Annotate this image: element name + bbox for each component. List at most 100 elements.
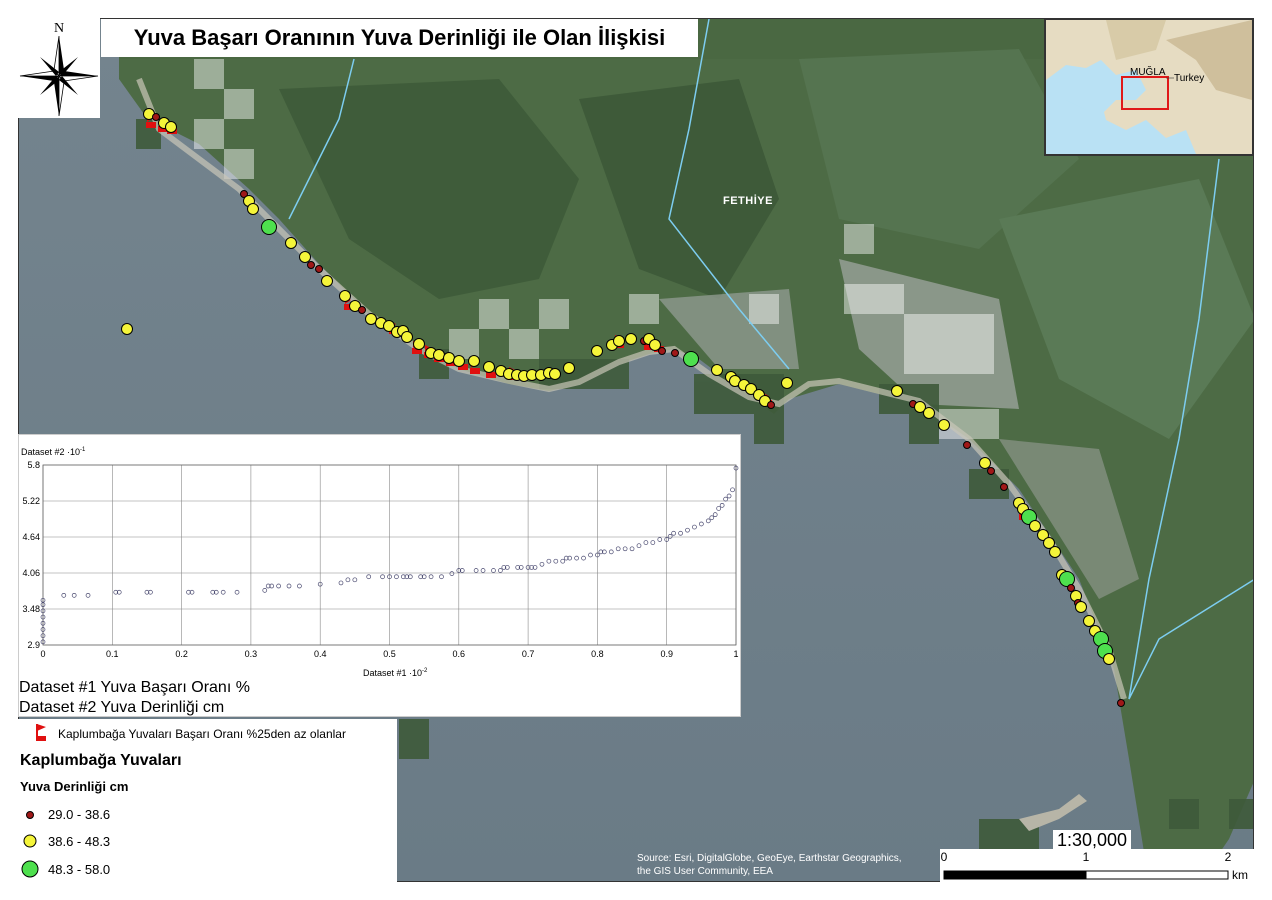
forest-patch <box>579 79 779 299</box>
nest-marker <box>1059 571 1075 587</box>
chart-point <box>678 530 683 536</box>
nest-marker <box>240 190 248 198</box>
chart-point <box>40 614 46 620</box>
chart-point <box>345 577 351 583</box>
chart-x-tick-label: 0.2 <box>175 649 188 659</box>
chart-point <box>491 568 496 573</box>
nest-marker <box>152 113 160 121</box>
inset-land-shade <box>1106 20 1166 60</box>
scale-bar: 0 1 2 km <box>940 849 1254 882</box>
nest-marker <box>433 349 445 361</box>
chart-point <box>220 589 226 595</box>
chart-point <box>269 583 275 589</box>
nest-marker <box>339 290 351 302</box>
north-arrow-icon: N <box>19 21 99 117</box>
urban-area <box>659 289 799 369</box>
inset-highlight-box <box>1121 76 1169 110</box>
chart-x-tick-label: 0.4 <box>314 649 327 659</box>
chart-point <box>685 527 690 533</box>
chart-point <box>650 540 656 545</box>
chart-x-tick-label: 0.5 <box>383 649 396 659</box>
chart-point <box>723 496 728 502</box>
chart-point <box>401 574 406 580</box>
nest-marker <box>979 457 991 469</box>
chart-point <box>407 574 413 580</box>
chart-y-tick-label: 4.64 <box>22 532 40 542</box>
chart-point <box>629 546 635 552</box>
chart-point <box>601 549 607 555</box>
nest-marker <box>285 237 297 249</box>
chart-point <box>213 589 219 595</box>
north-letter: N <box>54 21 64 36</box>
nest-marker <box>365 313 377 325</box>
inset-map[interactable]: MUĞLA Turkey <box>1044 18 1254 156</box>
nest-marker <box>963 441 971 449</box>
chart-point <box>421 574 427 580</box>
nest-marker <box>1037 529 1049 541</box>
chart-point <box>85 592 91 598</box>
nest-markers <box>121 108 1125 707</box>
chart-point <box>189 589 195 595</box>
chart-point <box>480 568 486 573</box>
map-title: Yuva Başarı Oranının Yuva Derinliği ile … <box>133 25 666 50</box>
scale-tick-2: 2 <box>1225 850 1232 864</box>
chart-point <box>116 589 122 595</box>
nest-marker <box>745 383 757 395</box>
chart-point <box>61 592 67 598</box>
nest-marker <box>938 419 950 431</box>
nest-marker <box>413 338 425 350</box>
chart-point <box>504 565 510 570</box>
scale-bar-graphic: 0 1 2 km <box>941 850 1248 882</box>
chart-point <box>234 589 240 595</box>
inset-map-canvas <box>1046 20 1252 154</box>
chart-x-title-exp: -2 <box>422 668 428 674</box>
chart-point <box>394 574 399 580</box>
chart-point <box>615 546 621 552</box>
river-line <box>1128 158 1220 700</box>
nest-marker <box>321 275 333 287</box>
chart-point <box>148 589 153 595</box>
scale-tick-0: 0 <box>941 850 948 864</box>
chart-x-tick-label: 0.8 <box>591 649 604 659</box>
chart-point <box>529 565 534 570</box>
nest-marker <box>401 331 413 343</box>
inset-label-turkey: Turkey <box>1174 73 1205 84</box>
chart-point <box>705 518 711 524</box>
chart-point <box>473 568 479 573</box>
chart-y-tick-label: 2.9 <box>27 640 40 650</box>
flag-icon <box>36 724 46 741</box>
chart-point <box>525 565 531 570</box>
inset-coast <box>1046 60 1146 115</box>
inset-land-shade <box>1166 20 1252 100</box>
chart-point <box>595 552 600 558</box>
legend-heading: Kaplumbağa Yuvaları <box>20 752 182 769</box>
nest-marker <box>563 362 575 374</box>
chart-point <box>210 589 216 595</box>
chart-point <box>515 565 521 570</box>
urban-area <box>839 259 1019 409</box>
nest-marker <box>987 467 995 475</box>
chart-point <box>518 565 524 570</box>
chart-point <box>113 589 119 595</box>
chart-point <box>539 561 545 567</box>
legend: Kaplumbağa Yuvaları Başarı Oranı %25den … <box>18 719 397 882</box>
chart-y-tick-label: 5.22 <box>22 496 40 506</box>
nest-marker <box>625 333 637 345</box>
nest-marker <box>1043 537 1055 549</box>
chart-x-tick-label: 1 <box>733 649 738 659</box>
nest-marker <box>453 355 465 367</box>
dataset-line-1: Dataset #1 Yuva Başarı Oranı % <box>19 679 250 696</box>
river-line <box>1128 579 1253 700</box>
nest-marker <box>914 401 926 413</box>
nest-marker <box>358 306 366 314</box>
chart-point <box>40 639 46 645</box>
chart-point <box>563 555 569 561</box>
nest-marker <box>1049 546 1061 558</box>
attribution-line-1: Source: Esri, DigitalGlobe, GeoEye, Eart… <box>637 853 902 864</box>
nest-marker <box>767 401 775 409</box>
chart-point <box>698 521 704 527</box>
nest-marker <box>307 261 315 269</box>
scatter-chart: Dataset #2 ·10-1 5.85.224.644.063.482.9 … <box>21 447 739 678</box>
nest-marker <box>443 352 455 364</box>
scale-ratio: 1:30,000 <box>1053 830 1132 851</box>
